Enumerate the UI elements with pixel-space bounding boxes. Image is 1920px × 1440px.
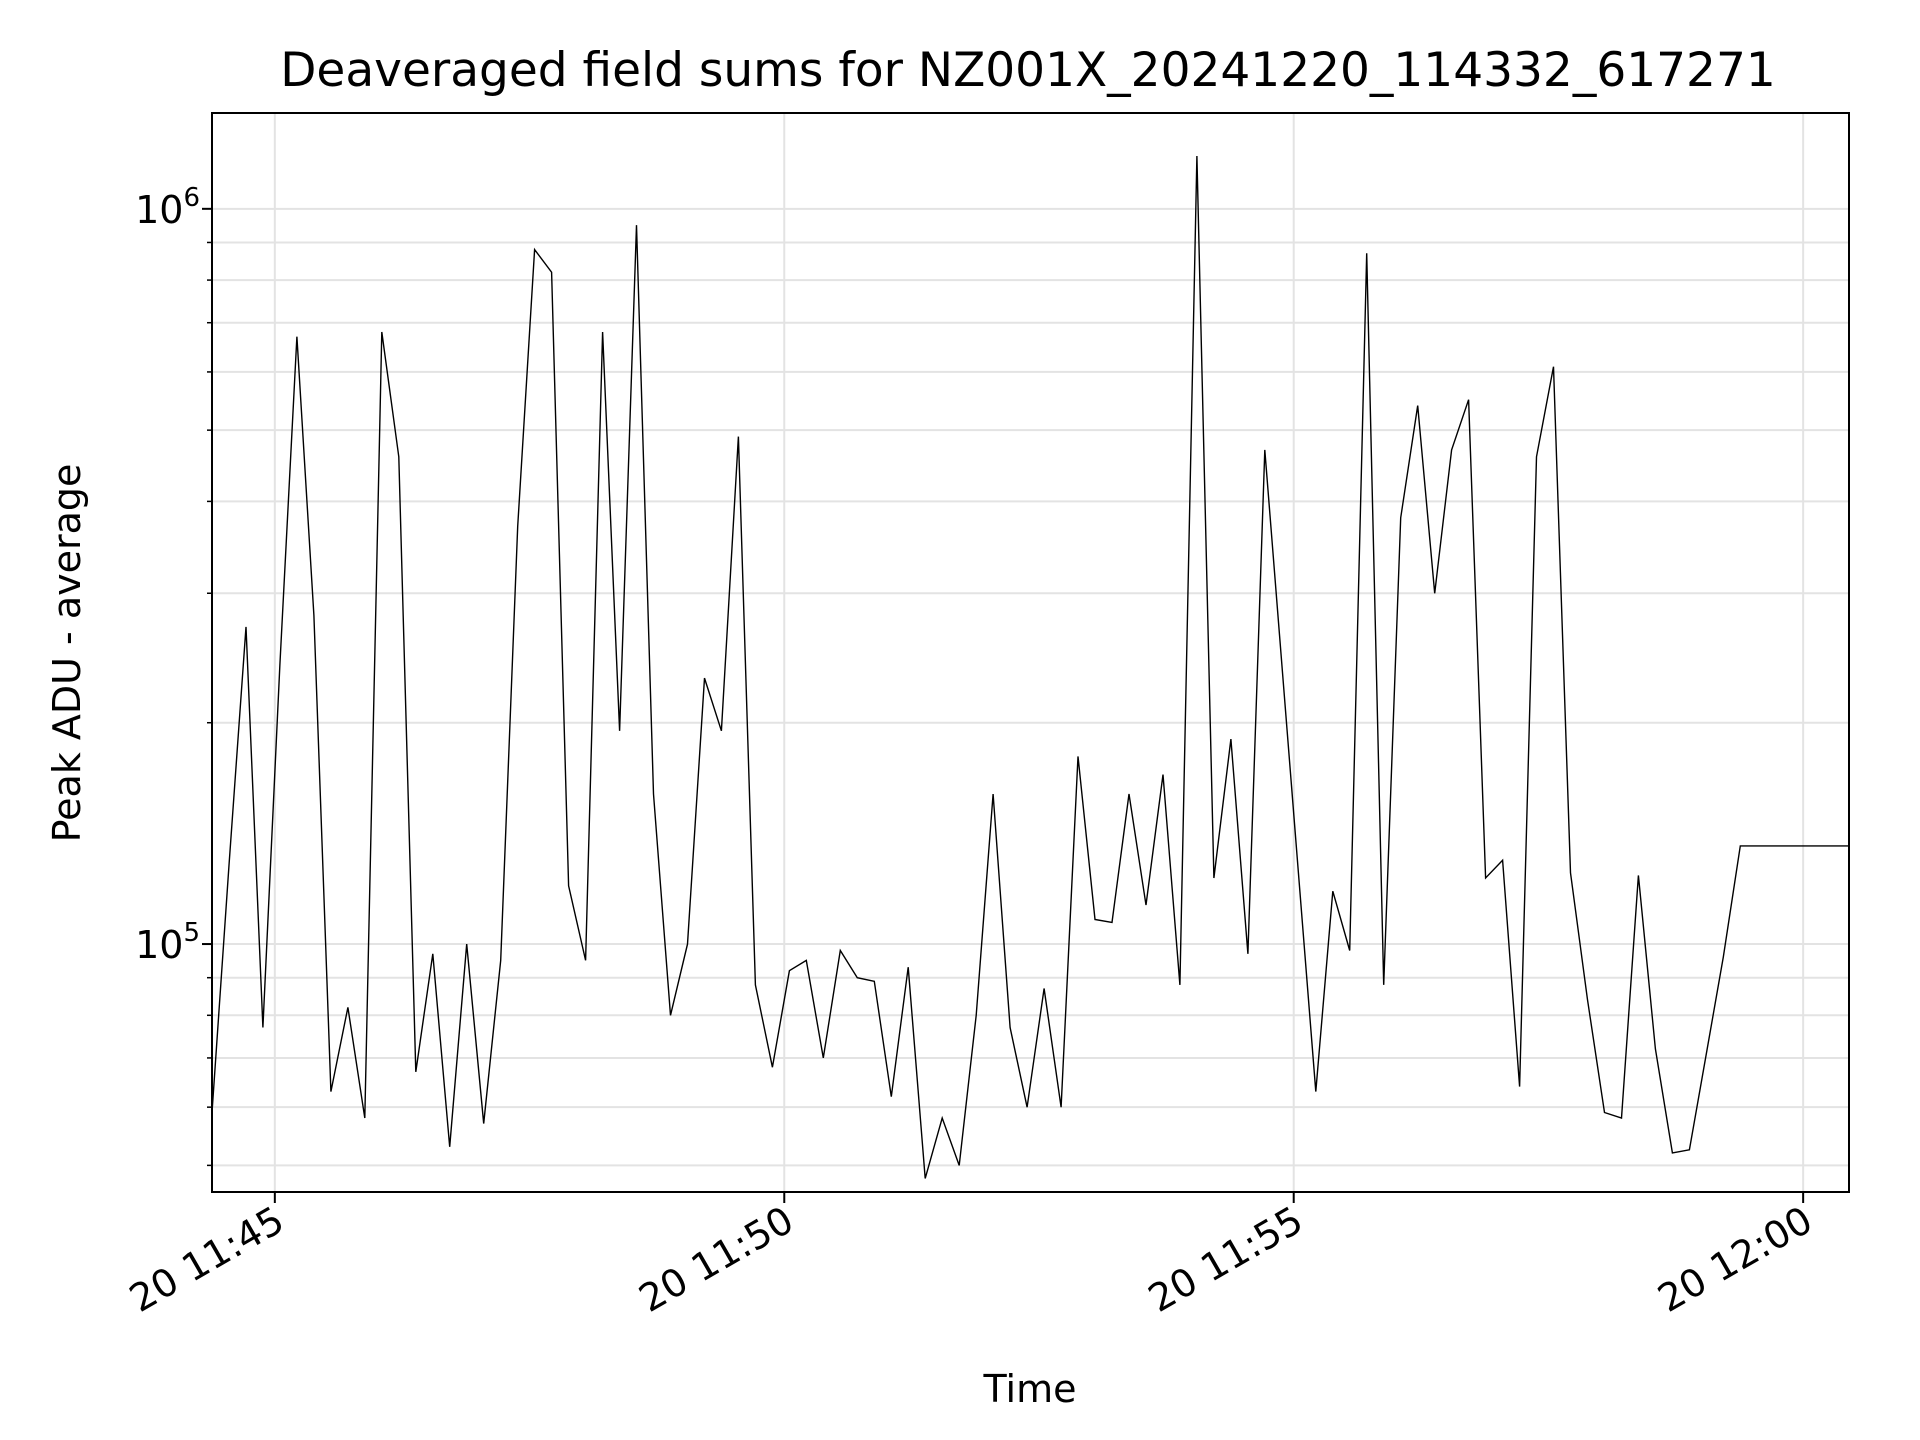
y-tick-label: 105: [135, 918, 200, 967]
y-axis-label: Peak ADU - average: [45, 464, 89, 843]
grid: [212, 113, 1849, 1192]
chart-title: Deaveraged field sums for NZ001X_2024122…: [280, 43, 1776, 98]
line-layer: [211, 155, 1849, 1179]
series-line: [211, 155, 1849, 1179]
x-axis-label: Time: [983, 1367, 1077, 1411]
y-axis: 105 106: [135, 183, 212, 1167]
y-tick-label: 106: [135, 183, 200, 232]
plot-frame: [211, 112, 1850, 1193]
